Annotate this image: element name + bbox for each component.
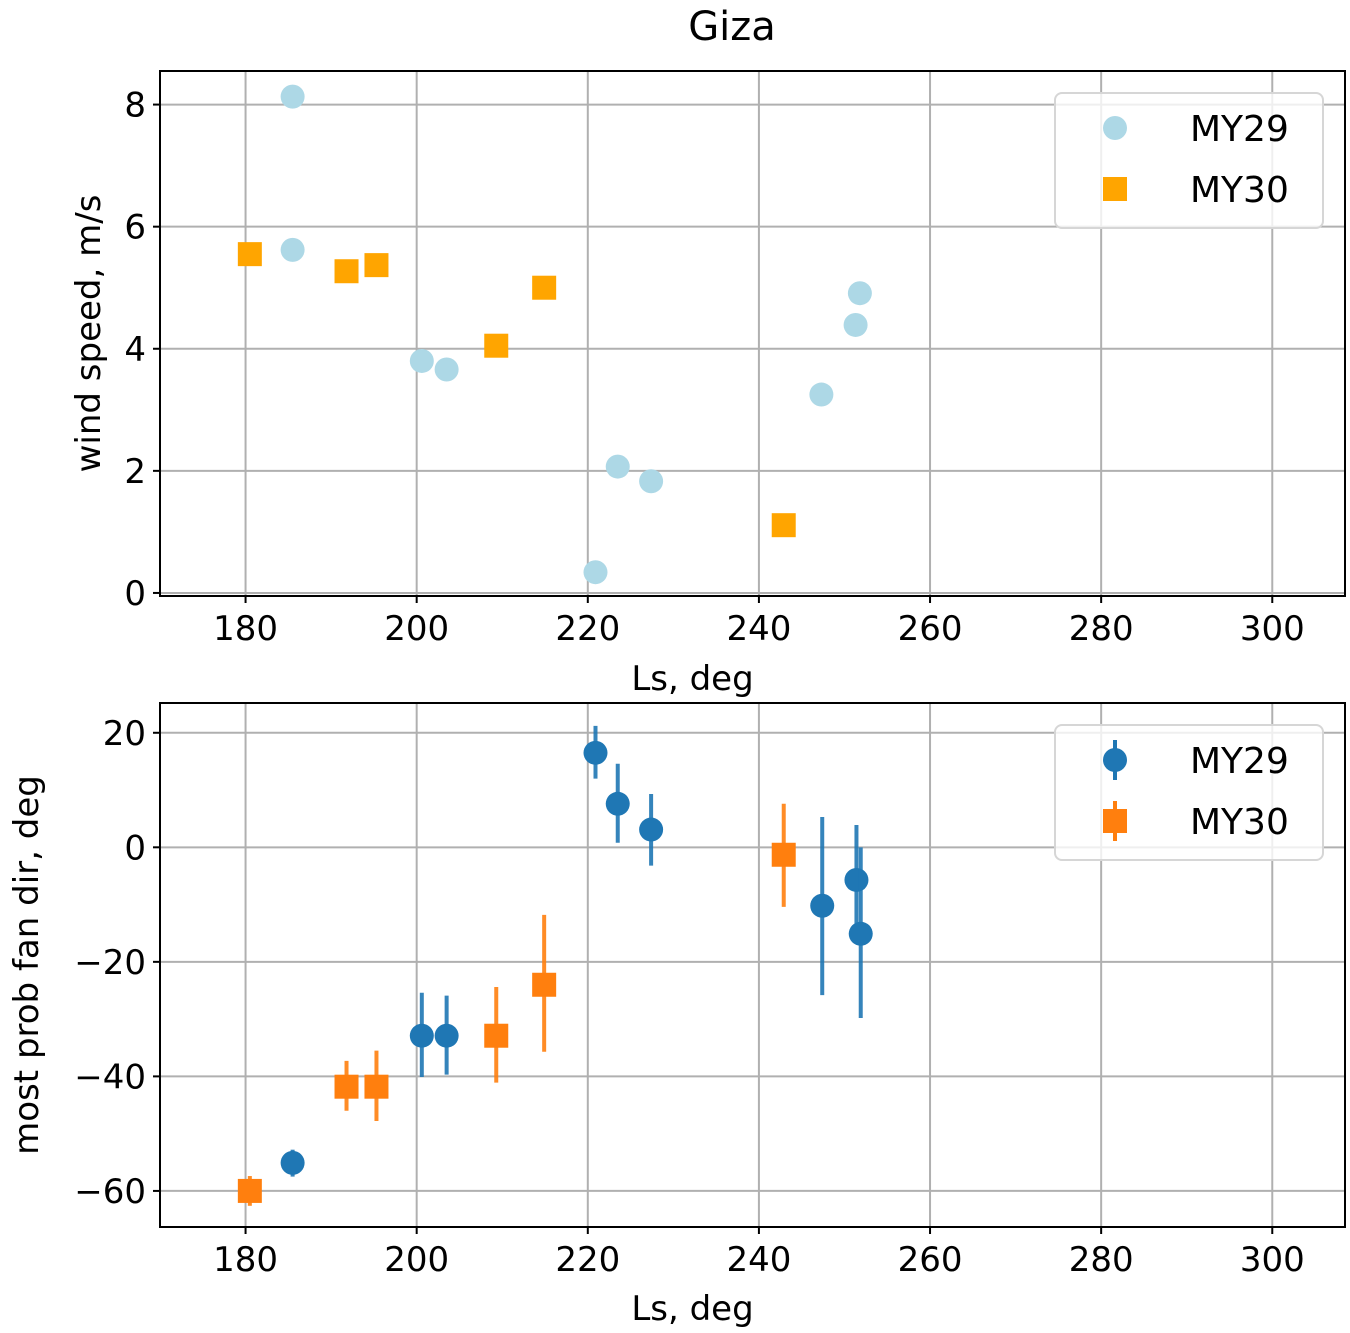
x-tick-label: 280 <box>1069 609 1134 649</box>
my30-legend-label: MY30 <box>1190 170 1289 211</box>
x-tick-label: 240 <box>726 1240 791 1280</box>
my29-point <box>810 893 835 918</box>
y-axis-label: wind speed, m/s <box>69 195 109 473</box>
y-tick-label: −40 <box>74 1057 146 1097</box>
my30-point <box>364 1074 389 1099</box>
my29-legend-marker <box>1103 748 1127 772</box>
my29-point <box>605 454 630 479</box>
my30-legend-marker <box>1103 177 1127 201</box>
my29-point <box>280 237 305 262</box>
y-tick-label: 0 <box>124 574 146 614</box>
my29-point <box>605 791 630 816</box>
my29-point <box>409 1023 434 1048</box>
x-tick-label: 220 <box>555 609 620 649</box>
y-tick-label: 4 <box>124 330 146 370</box>
legend: MY29 MY30 <box>1054 92 1324 229</box>
data-layer <box>237 84 872 585</box>
my29-point <box>844 867 869 892</box>
my29-point <box>280 1150 305 1175</box>
my30-point <box>334 259 359 284</box>
my29-point <box>434 1023 459 1048</box>
y-tick-label: 6 <box>124 208 146 248</box>
y-tick-label: 0 <box>124 828 146 868</box>
axes-frame <box>159 702 1346 1228</box>
y-tick-label: −60 <box>74 1172 146 1212</box>
my30-point <box>334 1074 359 1099</box>
my30-point <box>771 842 796 867</box>
y-tick-label: 2 <box>124 452 146 492</box>
x-tick-label: 180 <box>213 1240 278 1280</box>
x-axis-label: Ls, deg <box>631 659 753 699</box>
axes-frame <box>159 70 1346 597</box>
y-tick-label: 8 <box>124 86 146 126</box>
my30-legend-marker <box>1103 809 1127 833</box>
my30-legend-label: MY30 <box>1190 802 1289 843</box>
my30-point <box>484 1023 509 1048</box>
x-tick-label: 240 <box>726 609 791 649</box>
my30-point <box>237 242 262 267</box>
x-tick-label: 180 <box>213 609 278 649</box>
my30-point <box>237 1178 262 1203</box>
my29-point <box>583 560 608 585</box>
my30-point <box>771 513 796 538</box>
my29-legend-marker <box>1103 116 1127 140</box>
my29-point <box>434 357 459 382</box>
my29-point <box>843 312 868 337</box>
my29-point <box>847 281 872 306</box>
x-tick-label: 300 <box>1240 609 1305 649</box>
x-tick-label: 260 <box>898 609 963 649</box>
x-tick-label: 260 <box>898 1240 963 1280</box>
my30-point <box>364 253 389 278</box>
my29-legend-label: MY29 <box>1190 741 1289 782</box>
x-tick-label: 300 <box>1240 1240 1305 1280</box>
chart-title: Giza <box>688 4 776 50</box>
my29-point <box>280 84 305 109</box>
my30-point <box>484 333 509 358</box>
my29-point <box>848 921 873 946</box>
x-axis-label: Ls, deg <box>631 1289 753 1329</box>
my29-point <box>639 469 664 494</box>
y-axis-label: most prob fan dir, deg <box>7 775 47 1155</box>
my29-point <box>809 382 834 407</box>
legend: MY29 MY30 <box>1054 724 1324 861</box>
wind-speed-panel: 180 200 220 240 260 280 300 0 2 4 6 8 Ls, deg wind sp… <box>69 70 1346 699</box>
x-tick-label: 280 <box>1069 1240 1134 1280</box>
data-layer <box>237 725 873 1206</box>
my29-point <box>639 817 664 842</box>
my30-point <box>532 275 557 300</box>
x-tick-label: 200 <box>384 609 449 649</box>
y-tick-label: 20 <box>103 714 146 754</box>
my29-legend-label: MY29 <box>1190 109 1289 150</box>
my29-point <box>409 348 434 373</box>
y-tick-label: −20 <box>74 943 146 983</box>
x-tick-label: 220 <box>555 1240 620 1280</box>
my30-point <box>532 972 557 997</box>
my29-point <box>583 740 608 765</box>
x-tick-label: 200 <box>384 1240 449 1280</box>
